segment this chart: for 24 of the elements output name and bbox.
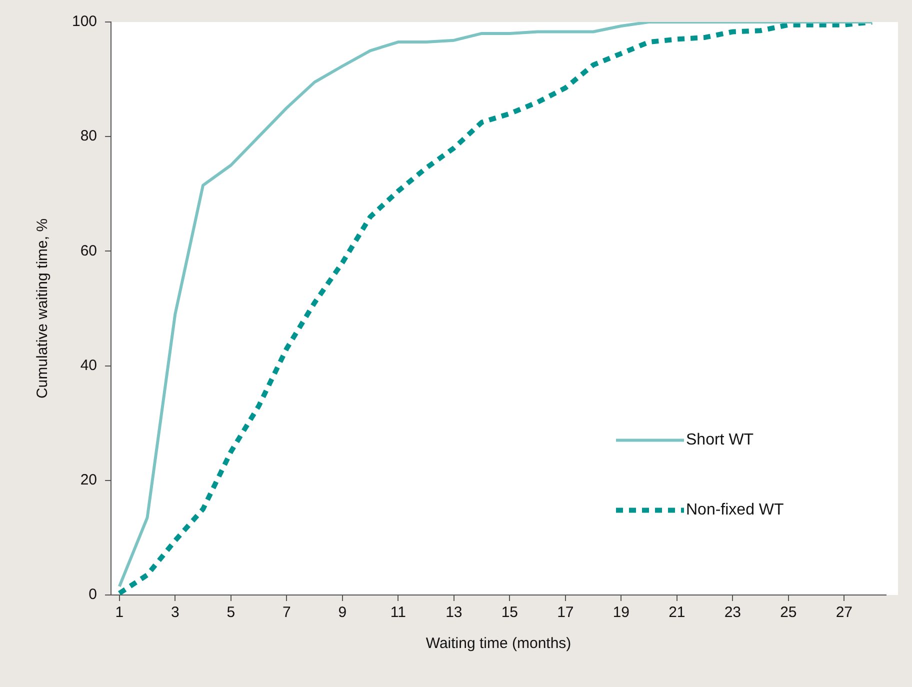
x-tick-label: 27 [836,604,853,622]
y-tick-label: 80 [80,128,98,145]
x-tick-label: 25 [780,604,797,622]
legend-label: Non-fixed WT [686,502,784,519]
x-tick-label: 17 [557,604,574,622]
x-axis-title: Waiting time (months) [426,635,572,652]
y-tick-label: 0 [88,586,98,604]
legend-label: Short WT [686,432,754,449]
y-tick-label: 20 [80,472,98,489]
y-tick-label: 40 [80,356,98,374]
x-tick-label: 23 [724,604,742,622]
x-tick-label: 3 [170,604,180,622]
x-tick-label: 15 [501,604,518,622]
y-tick-label: 60 [80,242,98,260]
x-tick-label: 13 [446,604,462,622]
x-tick-label: 9 [338,604,347,622]
x-tick-label: 19 [612,604,630,622]
y-tick-label: 100 [72,13,98,30]
x-tick-label: 7 [282,604,291,622]
x-tick-label: 5 [226,604,236,622]
x-tick-label: 1 [115,604,124,622]
x-tick-label: 11 [390,604,406,622]
x-tick-label: 21 [668,604,686,622]
y-axis-title: Cumulative waiting time, % [34,218,52,399]
